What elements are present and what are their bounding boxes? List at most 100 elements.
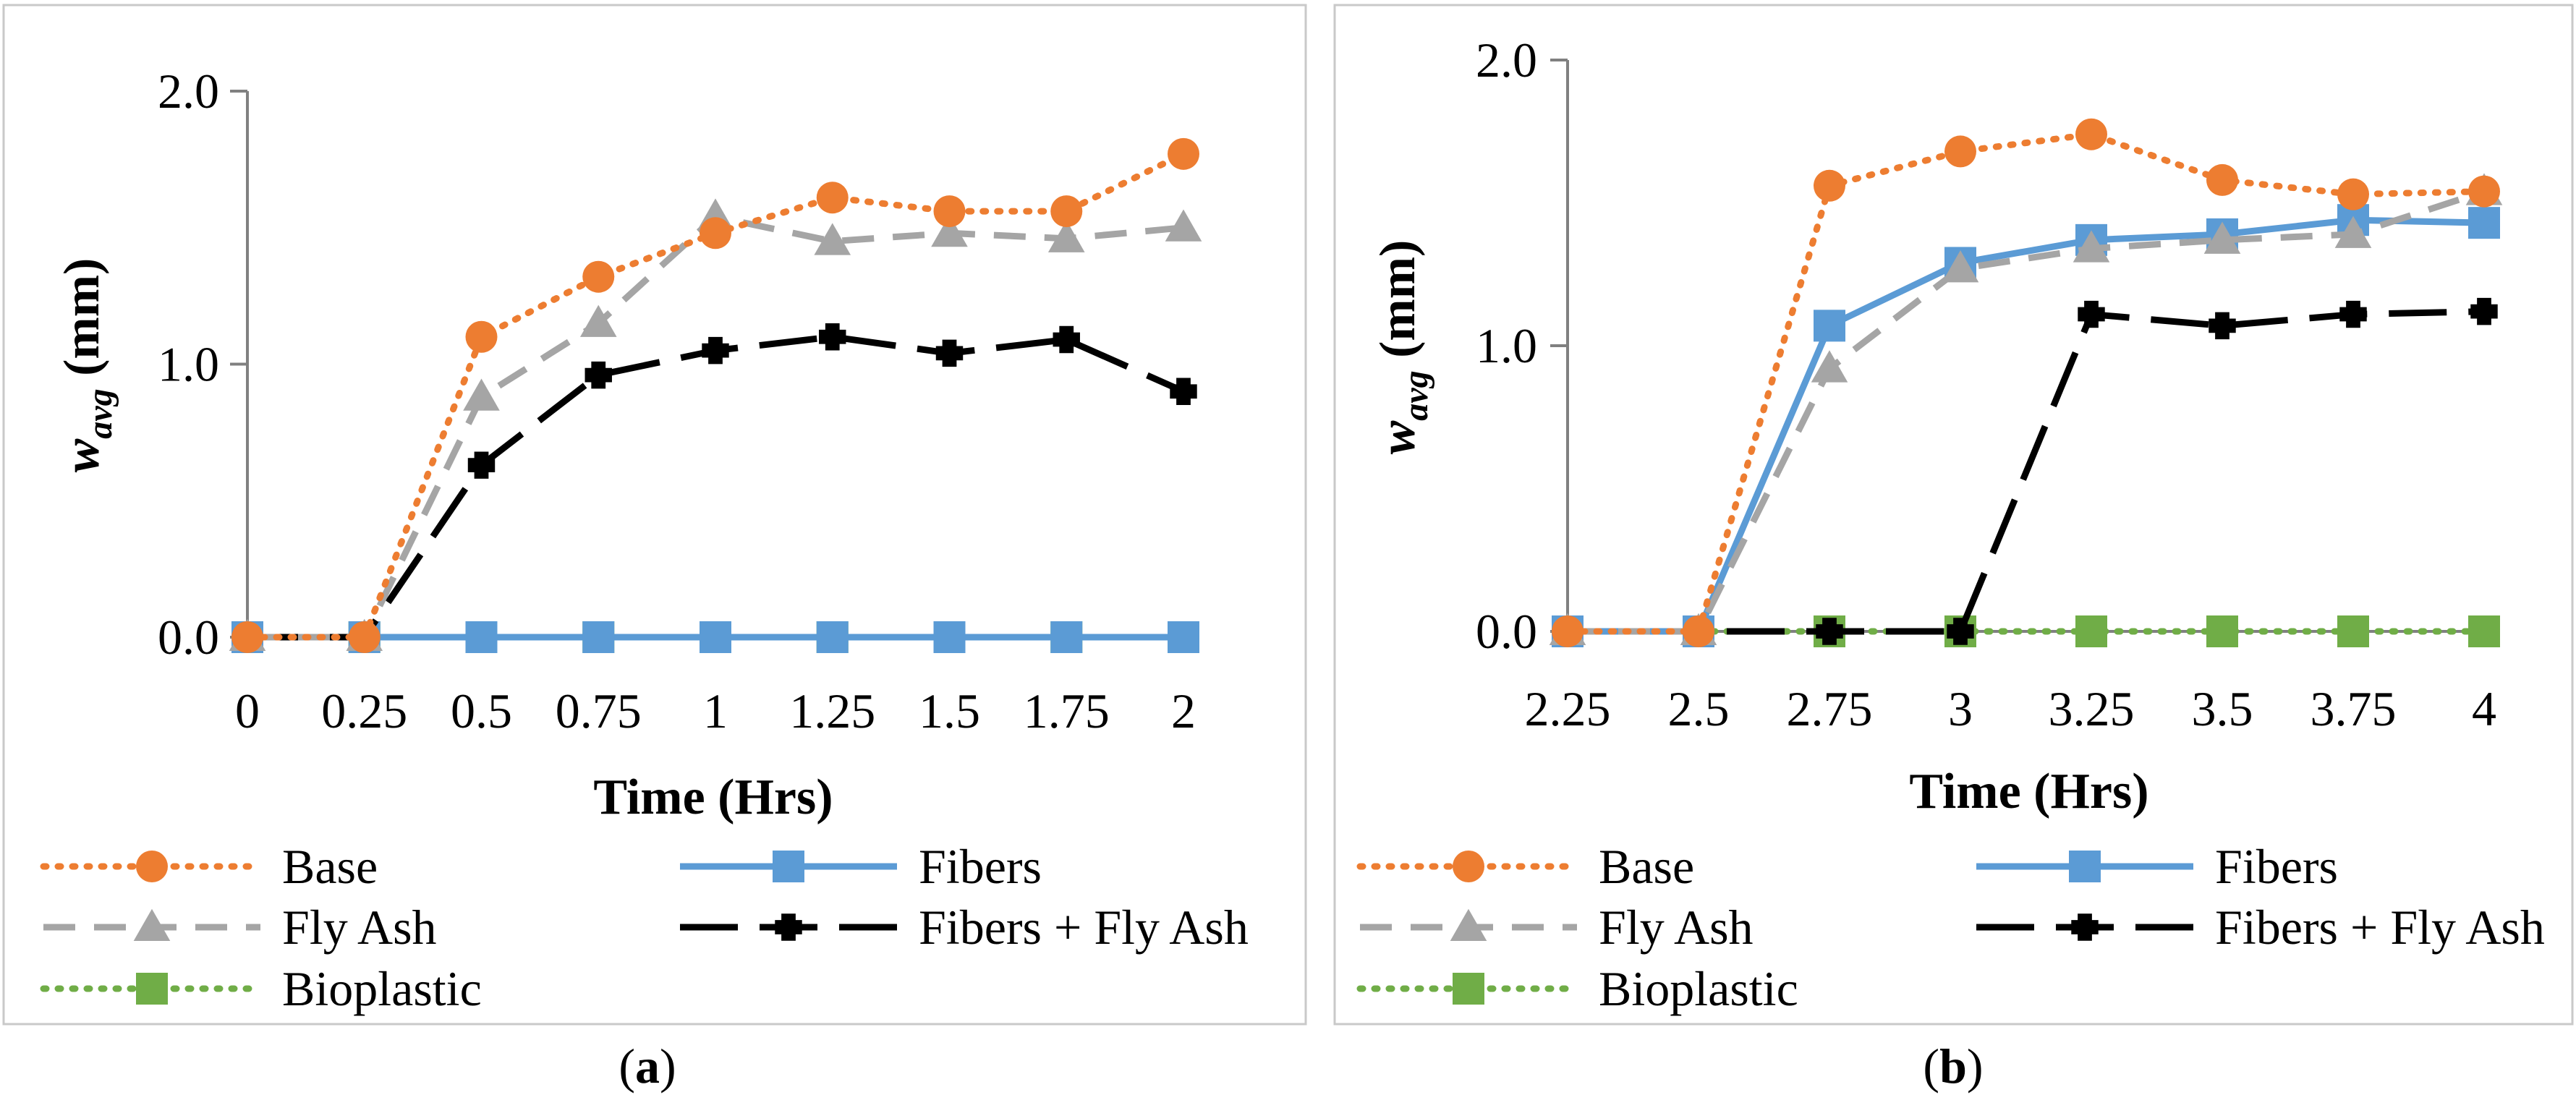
panel-a-legend-marker — [136, 851, 168, 882]
panel-a-y-tick-label: 2.0 — [158, 64, 219, 119]
panel-b-point-fibers — [1814, 310, 1845, 342]
panel-b-y-tick-label: 2.0 — [1476, 33, 1537, 88]
panel-a-point-fibers-fly-ash — [585, 361, 612, 389]
panel-b-legend-label: Fly Ash — [1599, 900, 1754, 955]
panel-a-point-fly-ash — [579, 304, 617, 337]
panel-b-point-base — [1944, 135, 1976, 168]
panel-a-point-fibers-fly-ash — [1053, 325, 1080, 354]
panel-b-x-tick-label: 2.75 — [1787, 681, 1873, 736]
panel-a-point-base — [933, 195, 966, 228]
panel-a-x-tick-label: 0.25 — [321, 683, 407, 738]
panel-b-legend-item-fibers: Fibers — [1976, 839, 2338, 894]
panel-a-legend-label: Base — [282, 839, 378, 894]
panel-a-series-fly-ash — [229, 198, 1202, 651]
panel-b-point-bioplastic — [2468, 615, 2500, 647]
panel-a-series-base — [231, 137, 1199, 653]
panel-b-legend-item-fibers-fly-ash: Fibers + Fly Ash — [1976, 900, 2545, 955]
panel-b-legend-marker — [2069, 851, 2101, 882]
panel-a-point-fibers-fly-ash — [1170, 378, 1197, 405]
panel-b-legend-item-fly-ash: Fly Ash — [1360, 900, 1754, 955]
panel-b: 0.0 1.0 2.0 2.25 2.5 2.75 3 3.25 3.5 3.75 4 Time (H… — [1333, 4, 2574, 1026]
panel-b-legend-label: Fibers + Fly Ash — [2215, 900, 2545, 955]
panel-b-legend-marker — [1450, 908, 1487, 941]
panel-a-legend-item-base: Base — [40, 839, 378, 894]
panel-b-point-fibers-fly-ash — [2470, 297, 2498, 325]
panel-b-legend-marker — [1453, 973, 1484, 1005]
panel-a-point-fibers — [1050, 621, 1083, 653]
panel-a-line-fly-ash — [247, 213, 1184, 641]
panel-a-legend-item-bioplastic: Bioplastic — [40, 961, 482, 1016]
panel-a-point-fly-ash — [463, 378, 500, 411]
panel-a-y-tick-label: 0.0 — [158, 610, 219, 665]
panel-b-legend-item-bioplastic: Bioplastic — [1356, 961, 1798, 1016]
panel-a-y-tick-label: 1.0 — [158, 337, 219, 392]
panel-a-point-fibers — [700, 621, 731, 653]
panel-b-point-base — [2206, 163, 2238, 196]
panel-b-point-base — [1552, 615, 1584, 647]
panel-a-legend-item-fly-ash: Fly Ash — [43, 900, 437, 955]
panel-a-point-base — [816, 182, 849, 214]
panel-b-y-tick-label: 0.0 — [1476, 604, 1537, 659]
panel-a-point-fly-ash — [1047, 220, 1085, 252]
panel-b-line-fibers-fly-ash — [1568, 308, 2485, 635]
panel-a-point-fibers-fly-ash — [467, 451, 496, 479]
panel-a-x-tick-label: 1 — [703, 683, 728, 738]
panel-b-series-base — [1552, 118, 2500, 647]
panel-a-x-axis-title: Time (Hrs) — [593, 770, 833, 825]
panel-a-point-fibers — [816, 621, 849, 653]
panel-a-legend-label: Fly Ash — [282, 900, 437, 955]
panel-b-series-fibers-fly-ash — [1554, 297, 2498, 645]
panel-b-point-fly-ash — [2334, 216, 2372, 248]
panel-b-series-fly-ash — [1549, 173, 2503, 645]
panel-a-legend-marker — [133, 908, 171, 941]
panel-b-point-fibers-fly-ash — [2209, 312, 2236, 340]
panel-b-legend-item-base: Base — [1356, 839, 1694, 894]
panel-b-point-fly-ash — [1811, 350, 1848, 383]
panel-b-point-fibers — [2468, 207, 2500, 239]
panel-a-frame — [2, 4, 1307, 1026]
panel-b-legend-label: Fibers — [2215, 839, 2338, 894]
panel-a-point-base — [465, 320, 498, 353]
panel-b-x-axis-title: Time (Hrs) — [1909, 764, 2148, 819]
panel-b-y-tick-label: 1.0 — [1476, 318, 1537, 373]
panel-a-legend-item-fibers: Fibers — [680, 839, 1042, 894]
panel-b-point-base — [2468, 175, 2500, 208]
panel-a-point-fibers-fly-ash — [819, 323, 846, 351]
panel-b-x-tick-label: 3.75 — [2311, 681, 2397, 736]
panel-b-point-fly-ash — [2203, 221, 2241, 254]
panel-b-point-fly-ash — [1942, 250, 1979, 283]
panel-a-x-tick-label: 1.5 — [919, 683, 980, 738]
panel-b-legend-marker — [1453, 851, 1484, 882]
panel-a-legend-label: Fibers + Fly Ash — [919, 900, 1249, 955]
panel-b-x-tick-label: 4 — [2472, 681, 2496, 736]
panel-b-point-fibers-fly-ash — [2078, 300, 2105, 328]
panel-a: 0.0 1.0 2.0 0 0.25 0.5 0.75 1 1.25 1.5 1.75 2 Time (… — [2, 4, 1307, 1026]
panel-b-point-bioplastic — [2075, 615, 2107, 647]
panel-a-point-base — [582, 260, 615, 293]
panel-a-point-fibers — [1168, 621, 1199, 653]
panel-b-legend-marker — [2071, 913, 2099, 941]
panel-a-y-axis-title: wavg (mm) — [54, 258, 119, 473]
panel-b-x-tick-label: 3.5 — [2192, 681, 2253, 736]
panel-a-legend-label: Bioplastic — [282, 961, 482, 1016]
panel-a-point-fly-ash — [1165, 209, 1202, 242]
panel-a-x-tick-label: 0.5 — [451, 683, 512, 738]
panel-a-point-base — [700, 217, 731, 250]
panel-b-point-fly-ash — [2073, 230, 2110, 263]
panel-a-point-fly-ash — [931, 215, 968, 247]
panel-a-point-fibers — [933, 621, 966, 653]
panel-a-point-fly-ash — [814, 223, 851, 255]
panel-b-frame — [1333, 4, 2574, 1026]
panel-a-point-base — [231, 621, 263, 653]
panel-b-x-tick-label: 3 — [1948, 681, 1973, 736]
panel-a-point-fibers — [465, 621, 498, 653]
panel-b-point-base — [1683, 615, 1714, 647]
panel-a-caption: (a) — [619, 1039, 676, 1094]
panel-a-x-tick-label: 1.75 — [1024, 683, 1110, 738]
panel-b-point-base — [2337, 178, 2369, 210]
panel-b-point-base — [1814, 169, 1845, 202]
panel-a-x-tick-label: 2 — [1171, 683, 1196, 738]
panel-b-legend-label: Base — [1599, 839, 1694, 894]
panel-b-point-bioplastic — [2337, 615, 2369, 647]
